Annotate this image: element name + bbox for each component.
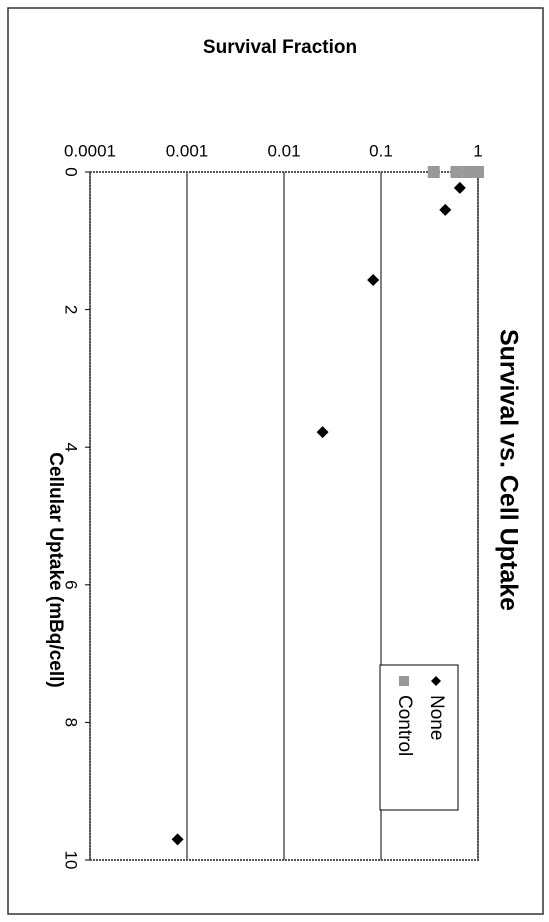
point [462,166,475,178]
x-tick-label: 10 [62,851,81,870]
x-tick-label: 6 [62,580,81,589]
y-tick-label: 1 [473,141,482,160]
point [472,166,484,178]
y-tick-label: 0.01 [267,141,300,160]
x-tick-label: 0 [62,167,81,176]
plot-area [89,171,479,861]
legend-marker [431,676,441,686]
x-tick-label: 8 [62,718,81,727]
point [367,274,380,287]
x-tick-label: 4 [62,442,81,451]
point [171,833,184,846]
point [450,166,463,178]
frame [7,7,544,915]
legend-box [379,664,459,811]
y-tick-label: 0.0001 [64,141,116,160]
point [453,181,466,194]
point [316,426,329,439]
legend-label: None [426,695,447,740]
point [439,203,452,216]
x-axis-label: Cellular Uptake (mBq/cell) [45,452,66,687]
y-tick-label: 0.1 [369,141,393,160]
y-tick-label: 0.001 [166,141,209,160]
chart: Survival vs. Cell Uptake Cellular Uptake… [45,37,522,869]
legend-label: Control [394,695,415,756]
chart-title: Survival vs. Cell Uptake [494,329,522,611]
y-axis-label: Survival Fraction [203,37,357,58]
point [427,166,440,178]
x-tick-label: 2 [62,305,81,314]
legend-marker [399,676,409,686]
